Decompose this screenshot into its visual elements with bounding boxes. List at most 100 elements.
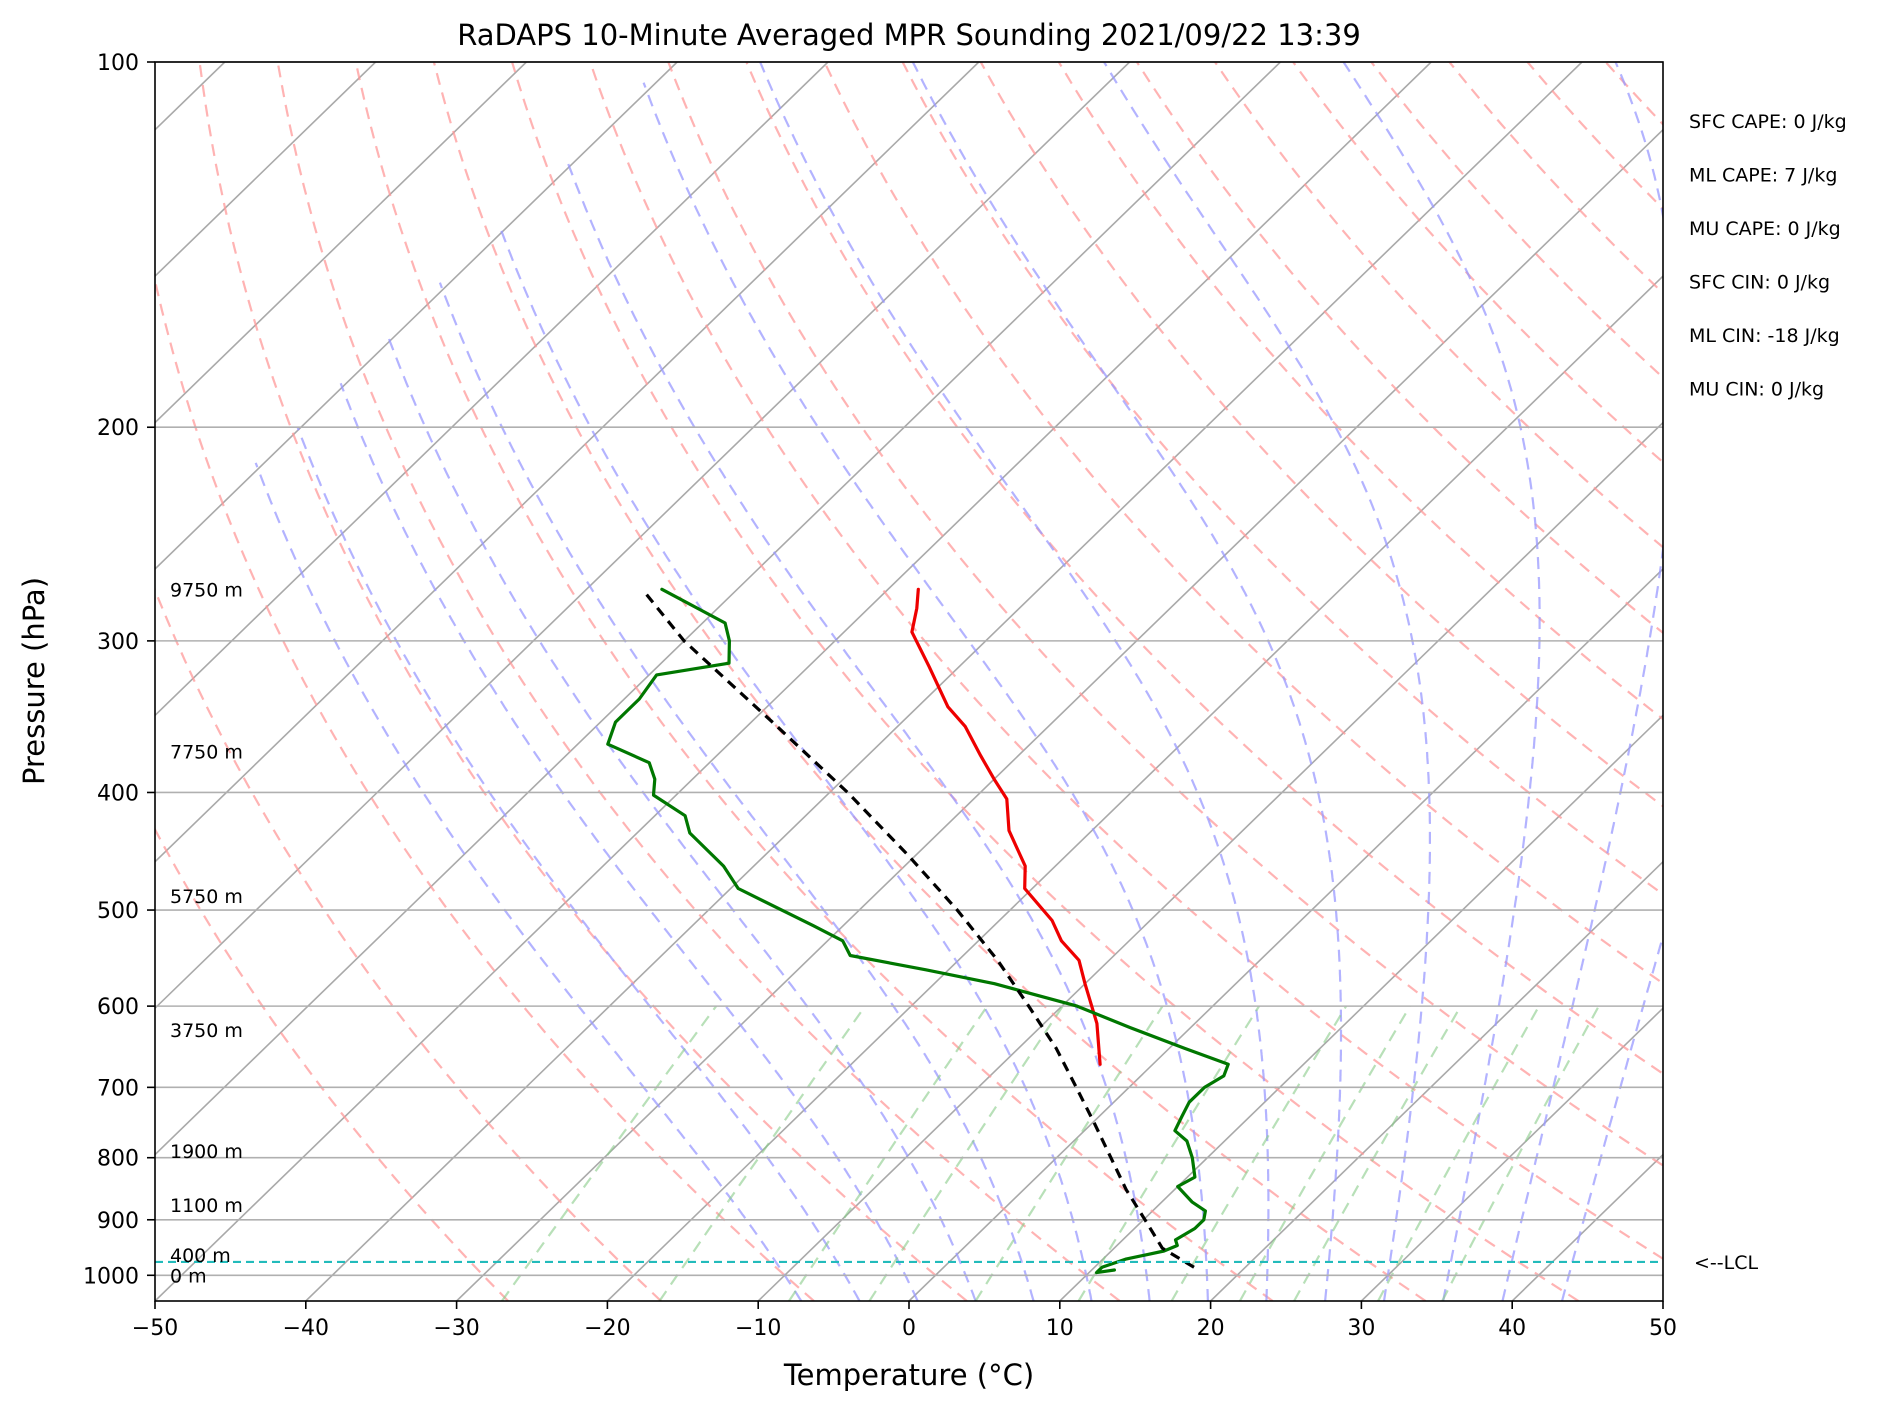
x-tick-label: −30 xyxy=(433,1316,479,1341)
y-tick-label: 1000 xyxy=(83,1264,139,1289)
mixing-ratio-line xyxy=(501,1005,718,1301)
series-line-2 xyxy=(641,588,1195,1269)
mixing-ratio-line xyxy=(1238,1005,1411,1301)
dry-adiabat-line xyxy=(276,62,1121,1301)
stat-line: ML CAPE: 7 J/kg xyxy=(1689,165,1837,187)
stat-line: SFC CIN: 0 J/kg xyxy=(1689,272,1830,294)
x-tick-label: 50 xyxy=(1649,1316,1677,1341)
height-label: 3750 m xyxy=(170,1020,243,1042)
height-label: 1900 m xyxy=(170,1141,243,1163)
moist-adiabat-line xyxy=(254,462,803,1301)
height-label: 400 m xyxy=(170,1245,231,1267)
y-tick-label: 200 xyxy=(97,416,139,441)
dry-adiabat-line xyxy=(1370,62,1663,379)
moist-adiabat-line xyxy=(497,223,1093,1301)
series-line-1 xyxy=(606,587,1230,1275)
stat-line: ML CIN: -18 J/kg xyxy=(1689,325,1840,347)
plot-frame xyxy=(154,61,1664,1302)
x-tick-label: −40 xyxy=(283,1316,329,1341)
y-axis-ticks: 100 200 300 400 500 600 700 800 900 1000 xyxy=(83,51,155,1289)
isotherm-line xyxy=(155,62,980,863)
isotherm-line xyxy=(155,62,1131,1010)
isotherm-line xyxy=(908,567,1663,1301)
x-tick-label: −10 xyxy=(735,1316,781,1341)
y-tick-label: 500 xyxy=(97,899,139,924)
y-tick-label: 300 xyxy=(97,630,139,655)
dry-adiabat-line xyxy=(354,62,1274,1301)
isotherm-line xyxy=(155,62,527,424)
dry-adiabat-line xyxy=(432,62,1427,1301)
height-labels: 9750 m 7750 m 5750 m 3750 m 1900 m 1100 m 400 … xyxy=(170,579,243,1287)
dry-adiabat-line xyxy=(823,62,1663,985)
isotherm-line xyxy=(155,62,377,278)
moist-adiabat-line xyxy=(1342,62,1541,1301)
y-axis-label: Pressure (hPa) xyxy=(17,577,51,785)
moist-adiabat-line xyxy=(296,426,861,1301)
mixing-ratio-line xyxy=(1077,1005,1261,1301)
isotherm-line xyxy=(757,421,1663,1301)
dry-adiabat-line xyxy=(745,62,1663,1076)
y-tick-label: 700 xyxy=(97,1076,139,1101)
dry-adiabat-line xyxy=(155,275,815,1301)
dry-adiabat-line xyxy=(1448,62,1663,295)
moist-adiabat-line xyxy=(911,62,1343,1301)
x-tick-label: 30 xyxy=(1347,1316,1375,1341)
moist-adiabat-line xyxy=(339,382,919,1301)
chart-title: RaDAPS 10-Minute Averaged MPR Sounding 2… xyxy=(457,18,1361,52)
y-tick-label: 900 xyxy=(97,1209,139,1234)
stat-line: MU CIN: 0 J/kg xyxy=(1689,379,1824,401)
lcl-label: <--LCL xyxy=(1694,1252,1758,1274)
x-tick-label: 20 xyxy=(1197,1316,1225,1341)
isotherm-line xyxy=(305,62,1583,1301)
dry-adiabat-line xyxy=(901,62,1663,896)
mixing-ratio-line xyxy=(1377,1005,1540,1301)
dry-adiabat-line xyxy=(155,586,662,1301)
dry-adiabat-line xyxy=(155,827,509,1301)
mixing-ratio-line xyxy=(1170,1005,1348,1301)
dry-adiabat-line xyxy=(1684,62,1882,1301)
dry-adiabat-line xyxy=(1135,62,1663,635)
x-tick-label: −20 xyxy=(584,1316,630,1341)
isotherm-line xyxy=(1059,714,1663,1301)
y-tick-label: 400 xyxy=(97,781,139,806)
dry-adiabat-line xyxy=(1214,62,1663,549)
moist-adiabat-line xyxy=(759,62,1270,1301)
x-tick-label: 0 xyxy=(902,1316,916,1341)
isotherm-line xyxy=(155,62,829,717)
isotherm-line xyxy=(606,275,1663,1301)
dry-adiabat-line xyxy=(1762,62,1882,1301)
dry-adiabat-line xyxy=(198,62,968,1301)
dry-adiabat-line xyxy=(1526,62,1663,211)
mixing-ratio-line xyxy=(974,1005,1164,1301)
moist-adiabat-line xyxy=(1560,932,1663,1301)
isotherm-line xyxy=(1210,860,1663,1301)
stat-line: SFC CAPE: 0 J/kg xyxy=(1689,111,1847,133)
height-label: 7750 m xyxy=(170,741,243,763)
lcl-layer: <--LCL xyxy=(155,1252,1758,1274)
mixing-ratio-line xyxy=(1293,1005,1462,1301)
height-label: 0 m xyxy=(170,1265,207,1287)
series-layer xyxy=(606,587,1230,1275)
height-label: 1100 m xyxy=(170,1195,243,1217)
mixing-ratio-line xyxy=(1441,1005,1600,1301)
background-lines xyxy=(155,62,1882,1301)
x-axis-label: Temperature (°C) xyxy=(783,1358,1034,1392)
mixing-ratio-line xyxy=(868,1005,1064,1301)
x-tick-label: 10 xyxy=(1046,1316,1074,1341)
dry-adiabat-line xyxy=(979,62,1663,808)
x-tick-label: −50 xyxy=(132,1316,178,1341)
dry-adiabat-line xyxy=(1057,62,1663,721)
pressure-grid xyxy=(155,61,1663,1277)
moist-adiabat-line xyxy=(1501,62,1663,1301)
isotherm-line xyxy=(456,128,1663,1301)
dry-adiabat-line xyxy=(511,62,1580,1301)
height-label: 9750 m xyxy=(170,579,243,601)
isotherm-line xyxy=(155,62,1281,1156)
moist-adiabat-line xyxy=(565,157,1151,1301)
y-tick-label: 100 xyxy=(97,51,139,76)
isotherm-line xyxy=(1662,1299,1663,1301)
y-tick-label: 600 xyxy=(97,995,139,1020)
stat-line: MU CAPE: 0 J/kg xyxy=(1689,218,1841,240)
series-line-0 xyxy=(910,587,1102,1066)
